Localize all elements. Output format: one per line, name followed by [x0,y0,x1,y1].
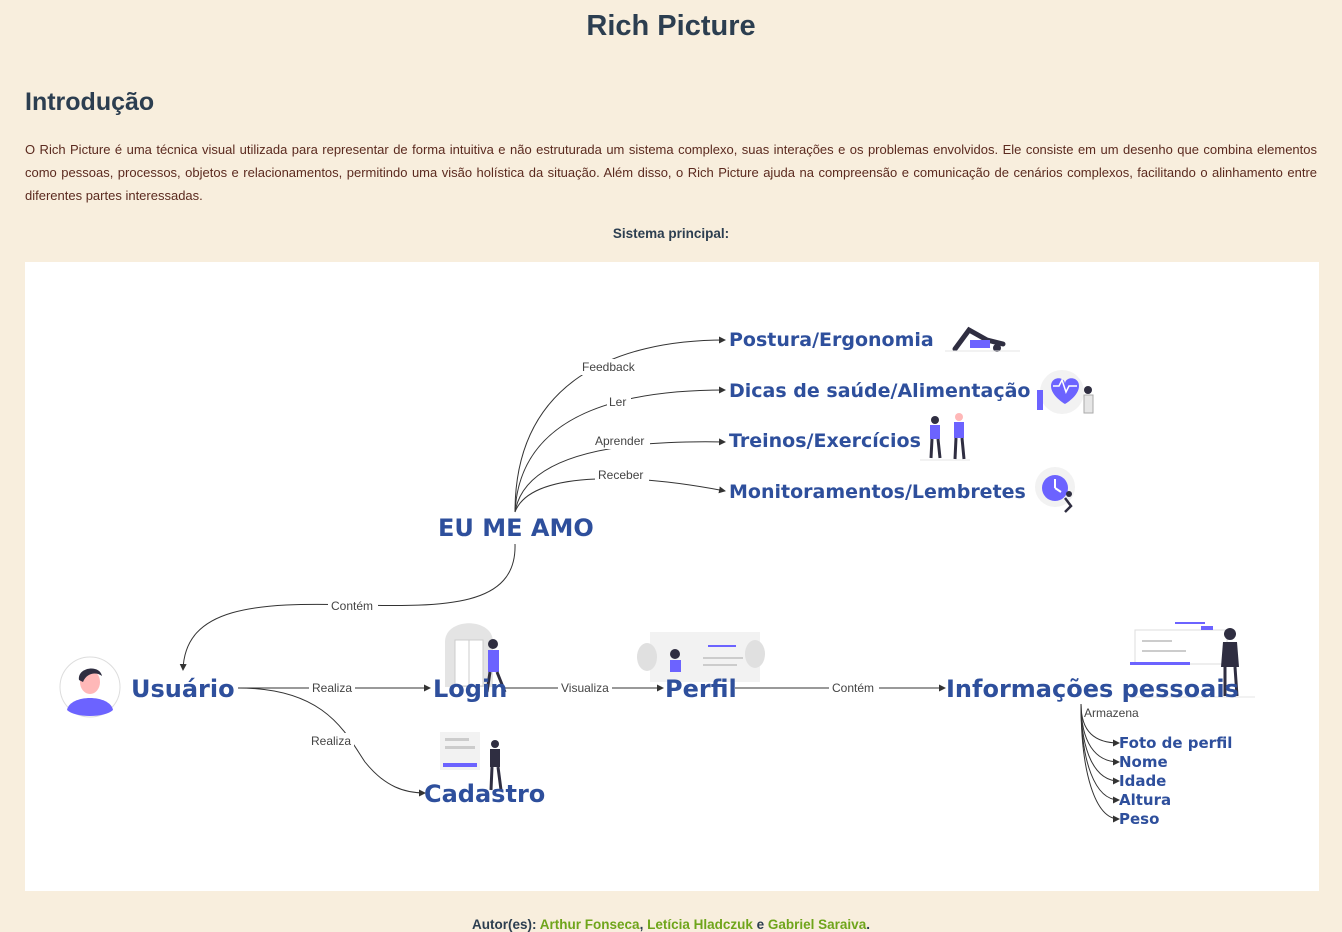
node-treinos-exercicios: Treinos/Exercícios [729,430,921,452]
node-cadastro: Cadastro [424,780,545,808]
login-door-icon [445,623,507,693]
intro-paragraph: O Rich Picture é uma técnica visual util… [25,142,1317,203]
edge-label-contem-app: Contém [331,599,373,613]
node-eu-me-amo: EU ME AMO [438,514,594,542]
edge-label-contem-info: Contém [832,681,874,695]
page-title: Rich Picture [586,10,756,42]
author-link-leticia[interactable]: Letícia Hladczuk [647,917,753,932]
edge-label-armazena: Armazena [1084,706,1139,720]
edge-label-realiza-login: Realiza [312,681,352,695]
node-altura: Altura [1119,791,1171,809]
edge-armazena-peso [1080,703,1120,823]
edge-label-feedback: Feedback [582,360,636,374]
node-usuario: Usuário [131,675,235,703]
edge-label-realiza-cadastro: Realiza [311,734,351,748]
node-perfil: Perfil [665,675,737,703]
node-monitoramentos: Monitoramentos/Lembretes [729,481,1026,503]
health-tips-icon [1037,370,1094,414]
user-avatar-icon [59,656,121,718]
edge-ler [514,386,726,513]
authors-footer: Autor(es): Arthur Fonseca, Letícia Hladc… [0,917,1342,932]
author-link-gabriel[interactable]: Gabriel Saraiva [767,917,867,932]
edge-label-receber: Receber [598,468,643,482]
edge-realiza-cadastro [237,687,426,797]
profile-card-icon [637,632,765,682]
edge-label-visualiza: Visualiza [561,681,609,695]
signup-form-icon [440,732,503,791]
authors-sep-1: , [639,917,648,932]
edge-feedback [514,336,726,513]
node-informacoes-pessoais: Informações pessoais [946,675,1239,703]
diagram-caption: Sistema principal: [612,226,730,241]
authors-sep-2: e [752,917,768,932]
edge-receber [514,478,726,513]
node-postura-ergonomia: Postura/Ergonomia [729,329,934,351]
posture-icon [945,326,1020,352]
node-login: Login [433,675,507,703]
node-peso: Peso [1119,810,1159,828]
intro-heading: Introdução [25,88,155,116]
personal-info-icon [1130,622,1255,698]
training-icon [920,413,970,461]
edge-label-aprender: Aprender [595,434,644,448]
edge-aprender [514,438,726,513]
rich-picture-diagram: Feedback Ler Aprender Receber Contém Rea… [25,262,1319,891]
node-nome: Nome [1119,753,1168,771]
node-foto-de-perfil: Foto de perfil [1119,734,1232,752]
diagram-canvas: Feedback Ler Aprender Receber Contém Rea… [59,326,1255,828]
author-link-arthur[interactable]: Arthur Fonseca [539,917,640,932]
reminder-clock-icon [1035,467,1075,513]
authors-suffix: . [866,917,870,932]
node-dicas-saude: Dicas de saúde/Alimentação [729,380,1030,402]
node-idade: Idade [1119,772,1166,790]
authors-prefix: Autor(es): [472,917,540,932]
edge-label-ler: Ler [609,395,626,409]
